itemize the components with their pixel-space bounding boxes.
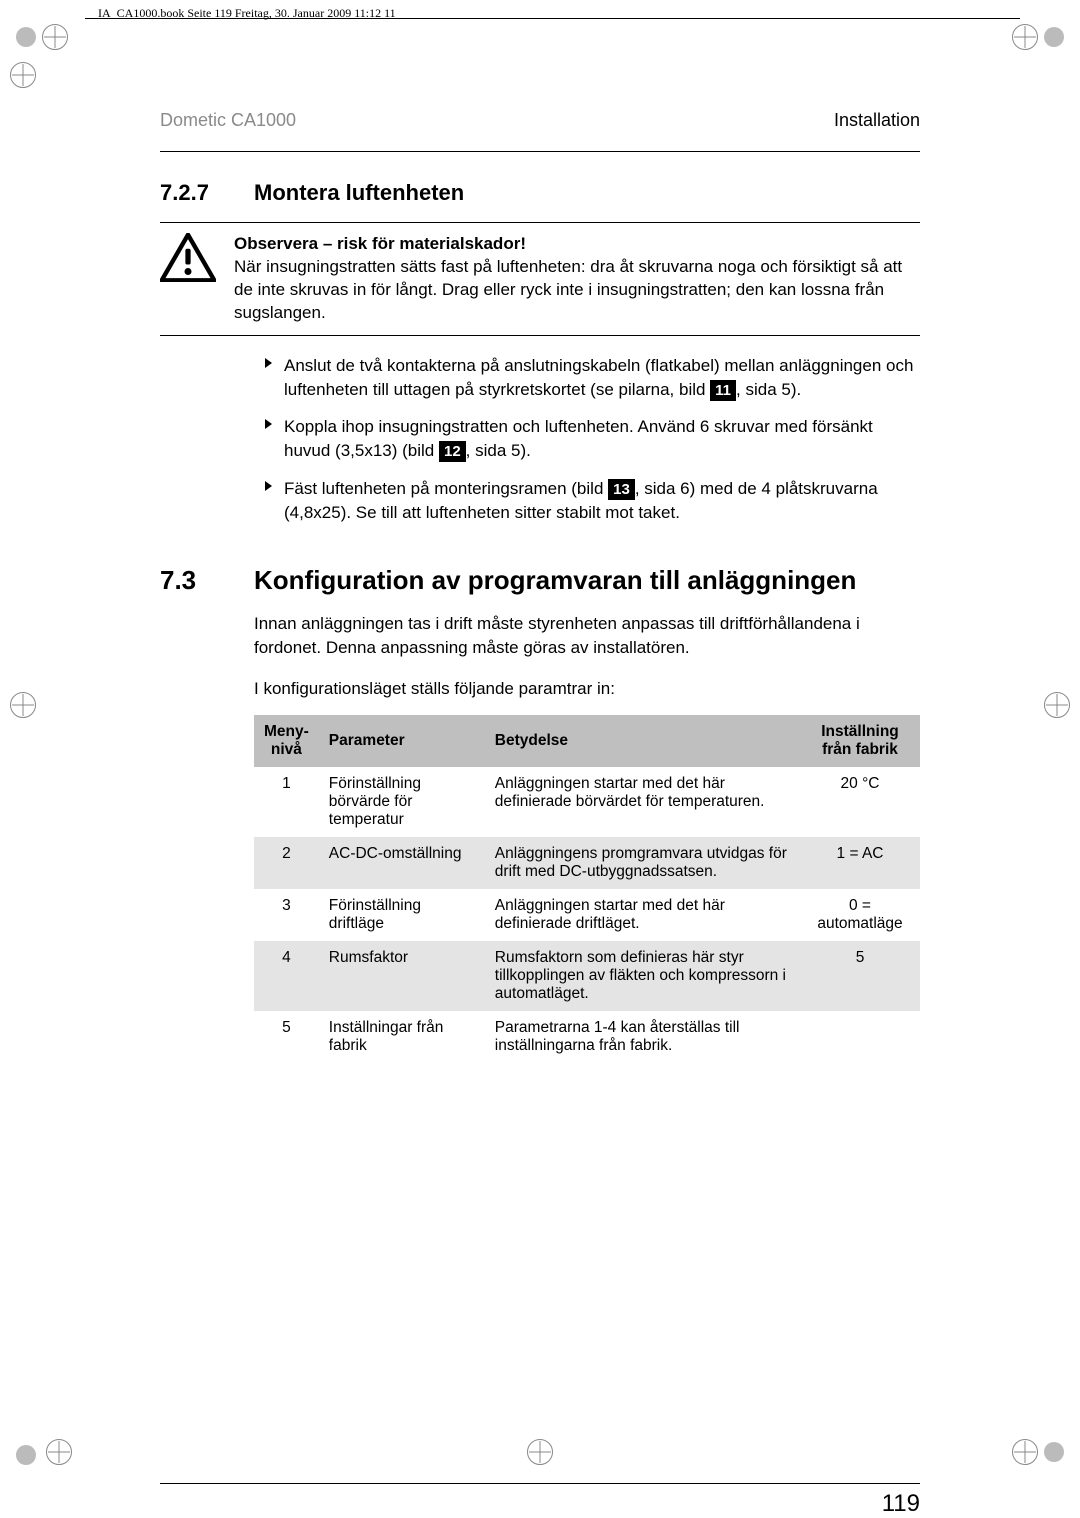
header-rule <box>160 151 920 152</box>
section-title: Montera luftenheten <box>254 180 464 206</box>
header-left: Dometic CA1000 <box>160 110 296 131</box>
cell: AC-DC-omställning <box>319 837 485 889</box>
section-number: 7.2.7 <box>160 180 230 206</box>
cell: Anläggningen startar med det här definie… <box>485 767 800 837</box>
intro-paragraph-2: I konfigurationsläget ställs följande pa… <box>254 677 920 702</box>
section-number: 7.3 <box>160 565 230 596</box>
warning-icon <box>160 233 216 325</box>
page-content: Dometic CA1000 Installation 7.2.7 Monter… <box>160 110 920 1518</box>
book-file-label: _IA_CA1000.book Seite 119 Freitag, 30. J… <box>92 6 396 21</box>
cell: Rumsfaktor <box>319 941 485 1011</box>
ref-box: 12 <box>439 441 466 462</box>
cell: Anläggningen startar med det här definie… <box>485 889 800 941</box>
cell <box>800 1011 920 1063</box>
footer-rule <box>160 1483 920 1484</box>
cell: Anläggningens promgramvara utvidgas för … <box>485 837 800 889</box>
cell: 2 <box>254 837 319 889</box>
cell: Förinställning driftläge <box>319 889 485 941</box>
table-row: 1 Förinställning börvärde för temperatur… <box>254 767 920 837</box>
cell: 0 = automatläge <box>800 889 920 941</box>
table-header-row: Meny-nivå Parameter Betydelse Inställnin… <box>254 715 920 767</box>
header-right: Installation <box>834 110 920 131</box>
cell: 3 <box>254 889 319 941</box>
col-header: Meny-nivå <box>254 715 319 767</box>
bullet-text: Koppla ihop insugningstratten och luften… <box>284 415 920 463</box>
crop-mark-top-right <box>1012 24 1064 50</box>
ref-box: 13 <box>608 479 635 500</box>
section-727: 7.2.7 Montera luftenheten <box>160 180 920 206</box>
table-row: 2 AC-DC-omställning Anläggningens promgr… <box>254 837 920 889</box>
cell: 4 <box>254 941 319 1011</box>
crop-mark-left-top <box>10 62 36 88</box>
bullet-text: Fäst luftenheten på monteringsramen (bil… <box>284 477 920 525</box>
col-header: Betydelse <box>485 715 800 767</box>
cell: 5 <box>800 941 920 1011</box>
crop-mark-top-left <box>16 24 68 50</box>
arrow-icon <box>254 415 272 463</box>
col-header: Inställning från fabrik <box>800 715 920 767</box>
table-row: 4 Rumsfaktor Rumsfaktorn som definieras … <box>254 941 920 1011</box>
cell: 1 = AC <box>800 837 920 889</box>
cell: 5 <box>254 1011 319 1063</box>
col-header: Parameter <box>319 715 485 767</box>
warning-body: När insugningstratten sätts fast på luft… <box>234 256 920 325</box>
section-title: Konfiguration av programvaran till anläg… <box>254 565 856 596</box>
crop-mark-right-mid <box>1044 692 1070 718</box>
warning-text: Observera – risk för materialskador! När… <box>234 233 920 325</box>
bullet-item: Anslut de två kontakterna på anslutnings… <box>254 354 920 402</box>
warning-block: Observera – risk för materialskador! När… <box>160 222 920 336</box>
crop-mark-bottom-left-target <box>46 1439 72 1465</box>
cell: 1 <box>254 767 319 837</box>
bullet-text: Anslut de två kontakterna på anslutnings… <box>284 354 920 402</box>
bullet-item: Fäst luftenheten på monteringsramen (bil… <box>254 477 920 525</box>
cell: Parametrarna 1-4 kan återställas till in… <box>485 1011 800 1063</box>
crop-mark-bottom-left <box>16 1445 36 1465</box>
cell: Rumsfaktorn som definieras här styr till… <box>485 941 800 1011</box>
bullet-item: Koppla ihop insugningstratten och luften… <box>254 415 920 463</box>
arrow-icon <box>254 354 272 402</box>
cell: 20 °C <box>800 767 920 837</box>
bullet-list: Anslut de två kontakterna på anslutnings… <box>254 354 920 525</box>
page-header: Dometic CA1000 Installation <box>160 110 920 135</box>
cell: Inställningar från fabrik <box>319 1011 485 1063</box>
table-row: 5 Inställningar från fabrik Parametrarna… <box>254 1011 920 1063</box>
cell: Förinställning börvärde för temperatur <box>319 767 485 837</box>
section-73: 7.3 Konfiguration av programvaran till a… <box>160 565 920 596</box>
table-row: 3 Förinställning driftläge Anläggningen … <box>254 889 920 941</box>
page-number: 119 <box>160 1490 920 1518</box>
warning-title: Observera – risk för materialskador! <box>234 233 920 256</box>
intro-paragraph: Innan anläggningen tas i drift måste sty… <box>254 612 920 661</box>
parameter-table: Meny-nivå Parameter Betydelse Inställnin… <box>254 715 920 1063</box>
arrow-icon <box>254 477 272 525</box>
ref-box: 11 <box>710 380 736 401</box>
crop-mark-left-mid <box>10 692 36 718</box>
crop-mark-bottom-right <box>1012 1439 1064 1465</box>
